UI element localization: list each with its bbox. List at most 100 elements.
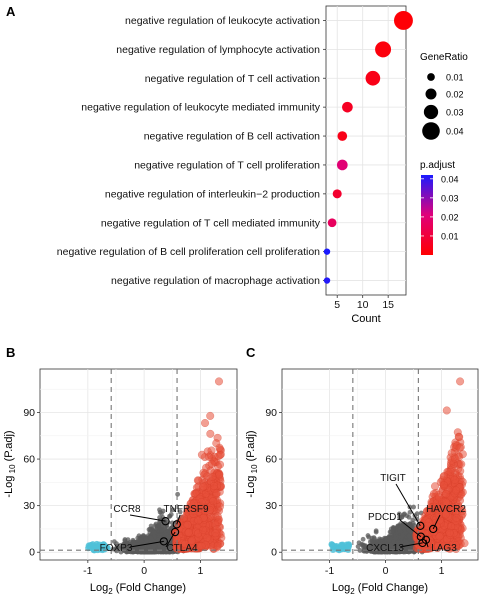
padjust-colorbar bbox=[421, 175, 433, 255]
ns-point bbox=[118, 549, 124, 555]
b-ytick-label-2: 60 bbox=[23, 454, 35, 466]
b-ytick-label-0: 0 bbox=[29, 547, 35, 559]
category-label: negative regulation of leukocyte activat… bbox=[125, 15, 320, 27]
legend-size-dot-3 bbox=[422, 122, 440, 140]
up-point bbox=[201, 419, 210, 428]
up-point bbox=[181, 539, 190, 548]
ns-point bbox=[147, 549, 153, 555]
up-point bbox=[183, 520, 192, 529]
ns-point bbox=[387, 536, 393, 542]
ns-point bbox=[135, 548, 141, 554]
legend-color-label-2: 0.02 bbox=[441, 212, 459, 222]
gene-label: CCR8 bbox=[113, 504, 141, 515]
down-point bbox=[329, 542, 337, 550]
ns-point bbox=[175, 491, 181, 497]
gene-connector-ctla4 bbox=[165, 531, 176, 548]
ns-point bbox=[366, 534, 372, 540]
legend-size-title: GeneRatio bbox=[420, 52, 468, 63]
category-label: negative regulation of lymphocyte activa… bbox=[116, 44, 320, 56]
ns-point bbox=[390, 526, 396, 532]
up-point bbox=[457, 460, 466, 469]
category-label: negative regulation of B cell proliferat… bbox=[57, 246, 320, 258]
category-label: negative regulation of T cell proliferat… bbox=[134, 159, 320, 171]
b-xtick-label-2: 1 bbox=[197, 565, 203, 577]
up-point bbox=[215, 471, 224, 480]
up-point bbox=[442, 489, 451, 498]
up-point bbox=[207, 459, 216, 468]
category-label: negative regulation of macrophage activa… bbox=[111, 275, 320, 287]
up-point bbox=[446, 467, 455, 476]
dot-8 bbox=[323, 248, 331, 255]
dot-6 bbox=[332, 189, 342, 199]
ns-point bbox=[373, 528, 379, 534]
legend-size-label-3: 0.04 bbox=[446, 127, 464, 137]
category-label: negative regulation of B cell activation bbox=[144, 131, 320, 143]
ns-point bbox=[411, 504, 417, 510]
ns-point bbox=[170, 507, 176, 513]
legend-size-label-2: 0.03 bbox=[446, 108, 464, 118]
legend-size-dot-1 bbox=[425, 88, 437, 100]
up-point bbox=[213, 541, 222, 550]
up-point bbox=[211, 529, 220, 538]
panel-a-plot-background bbox=[325, 5, 407, 296]
legend-color-label-3: 0.01 bbox=[441, 231, 459, 241]
category-label: negative regulation of interleukin−2 pro… bbox=[105, 188, 320, 200]
up-point bbox=[450, 475, 459, 484]
up-point bbox=[216, 451, 225, 460]
gene-marker-tnfrsf9 bbox=[172, 520, 181, 529]
ns-point bbox=[148, 523, 154, 529]
up-point bbox=[212, 439, 221, 448]
up-point bbox=[184, 528, 193, 537]
up-point bbox=[197, 542, 206, 551]
down-point bbox=[345, 543, 352, 550]
legend-color-label-1: 0.03 bbox=[441, 193, 459, 203]
legend-size-dot-0 bbox=[427, 73, 435, 81]
panel-a-x-axis-title: Count bbox=[351, 313, 380, 325]
gene-connector-tnfrsf9 bbox=[176, 514, 181, 525]
ns-point bbox=[167, 513, 173, 519]
panel-b-y-axis-title: -Log 10 (P.adj) bbox=[3, 430, 17, 497]
gene-label: FOXP3 bbox=[100, 543, 133, 554]
ns-point bbox=[156, 548, 162, 554]
panel-a-xtick-label-0: 5 bbox=[334, 299, 340, 311]
ns-point bbox=[360, 536, 366, 542]
up-point bbox=[199, 526, 208, 535]
ns-point bbox=[408, 534, 413, 540]
category-label: negative regulation of T cell mediated i… bbox=[101, 217, 321, 229]
up-point bbox=[203, 447, 212, 456]
category-label: negative regulation of leukocyte mediate… bbox=[81, 102, 320, 114]
ns-point bbox=[403, 539, 409, 545]
down-point bbox=[338, 541, 345, 549]
gene-label: TNFRSF9 bbox=[164, 504, 209, 515]
dot-0 bbox=[393, 10, 413, 30]
gene-marker-ctla4 bbox=[170, 527, 180, 537]
ns-point bbox=[397, 528, 403, 534]
dot-5 bbox=[336, 159, 348, 171]
dot-3 bbox=[342, 101, 353, 113]
ns-point bbox=[122, 545, 128, 551]
ns-point bbox=[406, 514, 412, 520]
b-ytick-label-1: 30 bbox=[23, 500, 35, 512]
ns-point bbox=[157, 519, 162, 525]
ns-point bbox=[157, 507, 162, 513]
up-point bbox=[216, 460, 225, 469]
ns-point bbox=[355, 544, 361, 549]
down-point bbox=[86, 544, 94, 551]
ns-point bbox=[139, 537, 144, 543]
ns-point bbox=[159, 527, 165, 533]
up-point bbox=[439, 481, 448, 490]
up-point bbox=[206, 411, 215, 420]
up-point bbox=[452, 486, 461, 495]
ns-point bbox=[140, 545, 146, 551]
dot-7 bbox=[327, 218, 337, 228]
up-point bbox=[213, 512, 222, 521]
gene-label: CTLA4 bbox=[166, 543, 198, 554]
ns-point bbox=[144, 538, 149, 544]
up-point bbox=[179, 514, 188, 523]
legend-color-title: p.adjust bbox=[420, 160, 455, 171]
down-point bbox=[100, 541, 107, 548]
up-point bbox=[210, 481, 219, 490]
ns-point bbox=[151, 530, 157, 535]
b-xtick-label-1: 0 bbox=[141, 565, 147, 577]
